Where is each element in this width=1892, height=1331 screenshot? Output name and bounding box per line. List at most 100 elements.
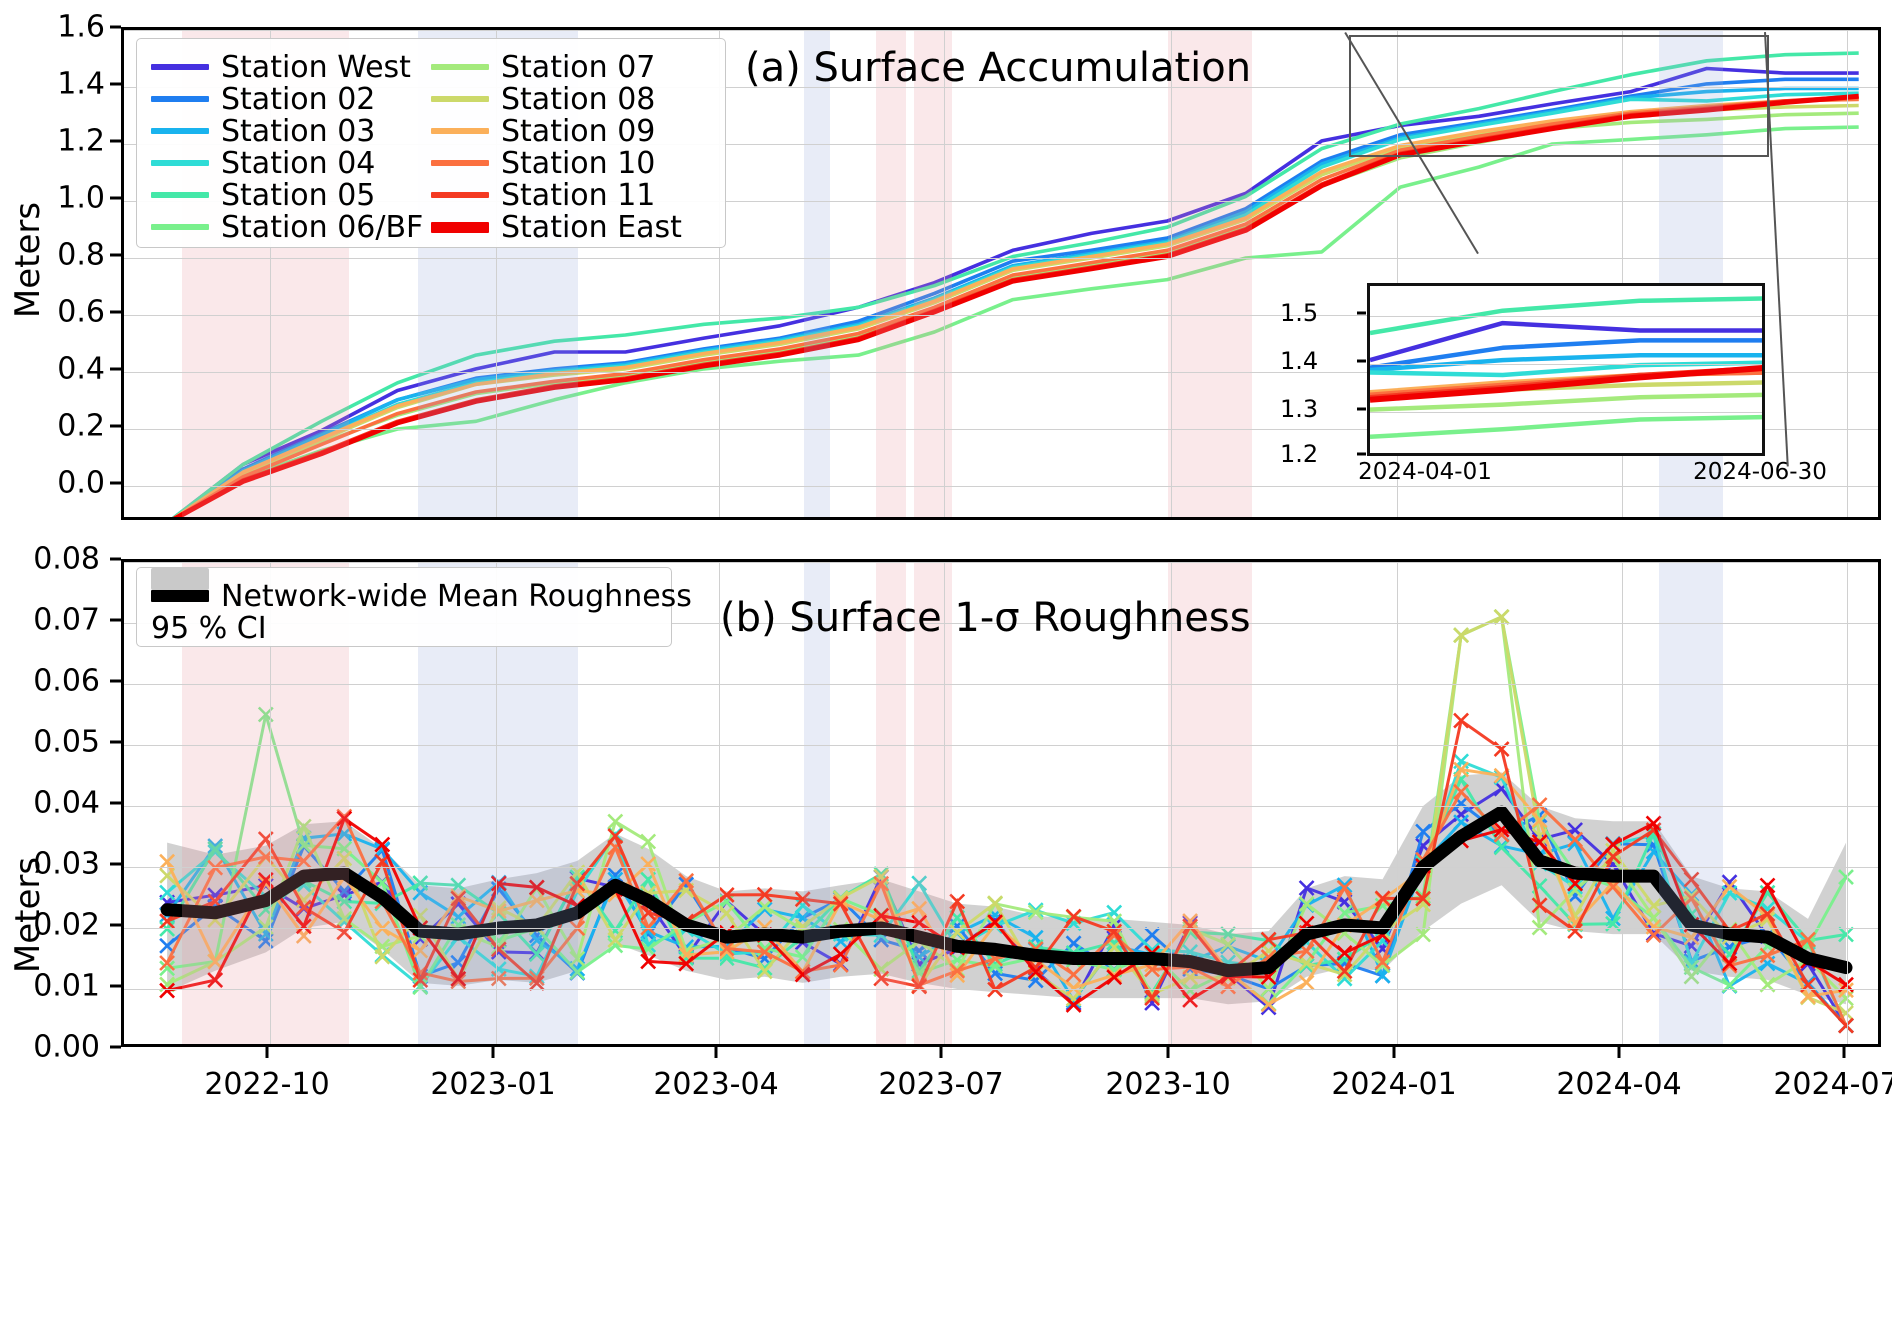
station-roughness-marker (1531, 812, 1548, 829)
legend-item-station-08[interactable]: Station 08 (431, 81, 711, 117)
station-roughness-marker (1838, 869, 1854, 886)
panel-a-tick-0.0 (110, 481, 121, 485)
station-roughness-marker (1721, 977, 1738, 994)
station-roughness-marker (640, 833, 657, 850)
gridline-v (1622, 30, 1623, 517)
xtick-mark (939, 1047, 943, 1058)
panel-b-ytick-0: 0.00 (33, 1029, 100, 1065)
legend-item-ci-band[interactable]: 95 % CI (151, 568, 692, 646)
station-roughness-marker (490, 943, 507, 960)
panel-b-legend: Network-wide Mean Roughness 95 % CI (136, 567, 692, 647)
panel-b: Meters 0.08 0.07 0.06 0.05 0.04 0.03 0.0… (0, 542, 1892, 1331)
panel-a-tick-0.6 (110, 310, 121, 314)
legend-label: Station 03 (221, 113, 376, 149)
station-roughness-marker (1374, 957, 1391, 974)
station-roughness-marker (911, 875, 928, 892)
station-roughness-marker (490, 903, 507, 920)
station-roughness-marker (1336, 944, 1353, 961)
station-roughness-marker (1453, 627, 1470, 644)
station-roughness-marker (450, 973, 467, 990)
legend-item-station-11[interactable]: Station 11 (431, 177, 711, 213)
station-roughness-marker (1415, 890, 1432, 907)
station-roughness-marker (718, 943, 735, 960)
station-roughness-marker (1531, 919, 1548, 936)
xtick-mark (1166, 1047, 1170, 1058)
station-roughness-marker (528, 879, 545, 896)
inset-ytick-1.2: 1.2 (1280, 440, 1319, 468)
panel-a-tick-0.8 (110, 253, 121, 257)
panel-a-ytick-2: 0.4 (57, 351, 105, 387)
legend-item-station-10[interactable]: Station 10 (431, 145, 711, 181)
legend-label: Station 02 (221, 81, 376, 117)
legend-label: Station 06/BF (221, 209, 424, 245)
gridline-v (270, 30, 271, 517)
legend-item-station-05[interactable]: Station 05 (151, 177, 431, 213)
station-roughness-marker (1605, 848, 1621, 865)
panel-a-title: (a) Surface Accumulation (745, 45, 1252, 91)
legend-color-swatch (151, 128, 209, 134)
station-roughness-marker (873, 970, 890, 987)
season-band-warm-2 (876, 562, 906, 1044)
station-roughness-marker (1531, 797, 1548, 813)
gridline-h (124, 429, 1878, 430)
station-roughness-marker (159, 982, 176, 999)
legend-item-station-west[interactable]: Station West (151, 49, 431, 85)
mean-roughness-line (160, 805, 1853, 978)
legend-item-station-04[interactable]: Station 04 (151, 145, 431, 181)
station-roughness-marker (607, 867, 624, 884)
legend-label: Station 05 (221, 177, 376, 213)
inset-tickmark (1357, 359, 1366, 363)
season-band-cool-2 (804, 562, 830, 1044)
station-roughness-marker (1759, 947, 1776, 964)
station-roughness-marker (1838, 926, 1854, 943)
legend-item-station-east[interactable]: Station East (431, 209, 711, 245)
inset-ytick-1.4: 1.4 (1280, 347, 1319, 375)
station-roughness-marker (1336, 904, 1353, 921)
station-roughness-marker (1759, 905, 1776, 922)
inset-tickmark (1357, 311, 1366, 315)
gridline-h (124, 684, 1878, 685)
station-roughness-marker (1106, 969, 1123, 986)
legend-label: Station East (501, 209, 682, 245)
season-band-cool-3 (1659, 562, 1723, 1044)
station-roughness-marker (1683, 871, 1700, 888)
legend-item-station-06-bf[interactable]: Station 06/BF (151, 209, 431, 245)
panel-b-ytick-6: 0.06 (33, 663, 100, 699)
station-roughness-marker (1065, 979, 1082, 996)
legend-label: Network-wide Mean Roughness (221, 578, 692, 614)
series-line (172, 97, 1859, 517)
gridline-v (1847, 30, 1848, 517)
gridline-h (124, 806, 1878, 807)
gridline-h (124, 623, 1878, 624)
legend-item-station-03[interactable]: Station 03 (151, 113, 431, 149)
station-roughness-marker (911, 914, 928, 931)
station-roughness-marker (949, 893, 966, 910)
station-roughness-marker (1453, 783, 1470, 800)
legend-color-swatch (151, 64, 209, 70)
inset-tickmark (1357, 407, 1366, 411)
legend-item-station-02[interactable]: Station 02 (151, 81, 431, 117)
inset-series-line (1370, 365, 1762, 403)
legend-item-station-09[interactable]: Station 09 (431, 113, 711, 149)
station-roughness-marker (1415, 926, 1432, 943)
legend-item-station-07[interactable]: Station 07 (431, 49, 711, 85)
station-roughness-marker (1605, 836, 1621, 853)
series-line (171, 66, 1859, 517)
station-roughness-marker (1298, 974, 1315, 991)
station-roughness-marker (159, 960, 176, 977)
station-roughness-marker (490, 875, 507, 892)
station-roughness-marker (1683, 929, 1700, 946)
station-roughness-marker (374, 948, 391, 965)
panel-a-series-layer (171, 51, 1859, 517)
station-roughness-marker (336, 850, 353, 867)
panel-a-tick-0.4 (110, 367, 121, 371)
panel-b-ytick-7: 0.07 (33, 602, 100, 638)
panel-a-tick-1.6 (110, 25, 121, 29)
station-roughness-marker (528, 975, 545, 992)
station-roughness-marker (1374, 890, 1391, 907)
gridline-h (124, 144, 1878, 145)
legend-item-mean-roughness[interactable]: Network-wide Mean Roughness (151, 578, 692, 614)
inset-series-line (1370, 320, 1762, 363)
gridline-v (496, 562, 497, 1044)
